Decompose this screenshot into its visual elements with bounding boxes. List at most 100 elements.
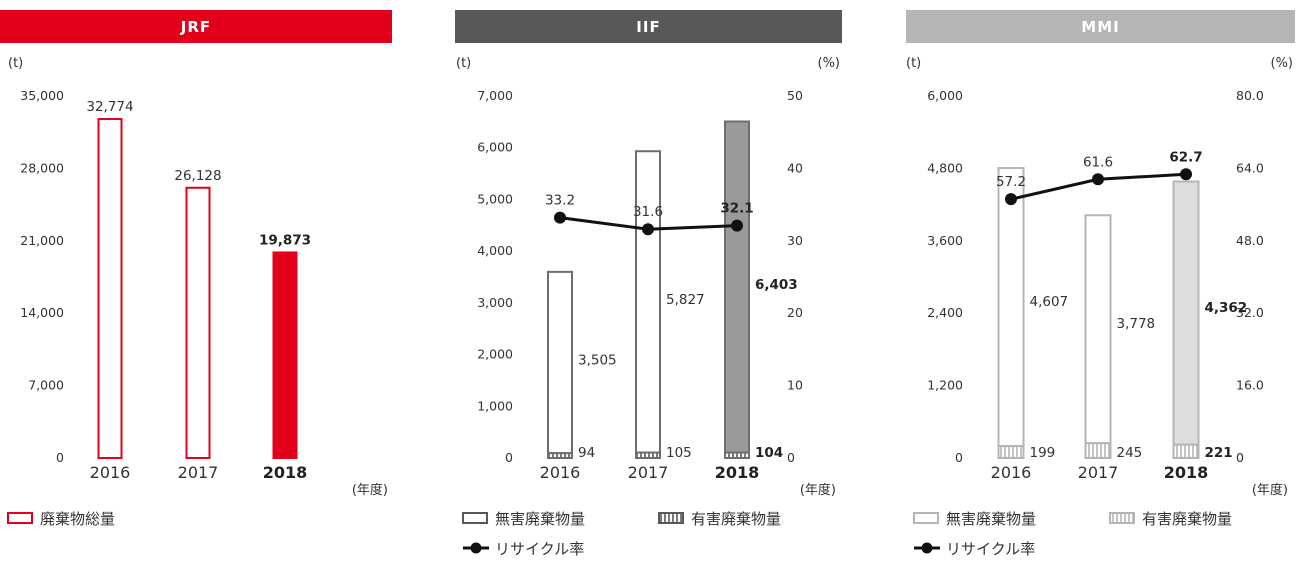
y-tick-label: 3,000 [477, 295, 513, 310]
recycle-rate-label: 61.6 [1083, 154, 1113, 170]
x-tick-label: 2018 [1164, 463, 1209, 482]
y-tick-label: 4,800 [927, 160, 963, 175]
bar-nonhazardous-2017 [635, 150, 661, 454]
legend-label: 無害廃棄物量 [495, 510, 585, 528]
recycle-rate-point [731, 219, 743, 232]
bar-nonhazardous-2018 [724, 120, 750, 454]
y2-tick-label: 50 [787, 88, 803, 103]
chart-title: MMI [1081, 18, 1119, 36]
bar-total-2018 [272, 251, 298, 459]
legend-swatch-box [913, 512, 939, 524]
recycle-rate-point [1180, 168, 1192, 181]
y2-tick-label: 80.0 [1236, 88, 1264, 103]
y2-tick-label: 64.0 [1236, 160, 1264, 175]
y2-tick-label: 40 [787, 160, 803, 175]
bar-nonhazardous-2016 [547, 270, 573, 455]
bar-total-2016 [97, 118, 123, 460]
y-tick-label: 0 [505, 450, 513, 465]
recycle-rate-point [1005, 193, 1017, 206]
y2-tick-label: 10 [787, 378, 803, 393]
legend-swatch-dot [921, 542, 933, 554]
y-tick-label: 0 [56, 450, 64, 465]
legend-label: リサイクル率 [946, 540, 1035, 558]
bar-hazardous-2017 [1084, 442, 1112, 459]
legend-swatch-box [7, 512, 33, 524]
data-label: 32,774 [86, 99, 133, 115]
bar-hazardous-2018 [1172, 443, 1200, 459]
chart-title: IIF [636, 18, 660, 36]
chart-panel-jrf: JRF (t) 0 7,000 14,000 21,000 28,000 35,000 2016… [0, 10, 392, 528]
y-tick-label: 1,200 [927, 378, 963, 393]
recycle-rate-point [642, 223, 654, 236]
legend-swatch-box [462, 512, 488, 524]
x-tick-label: 2017 [178, 463, 219, 482]
chart-title: JRF [180, 18, 211, 36]
y2-axis-unit: (%) [818, 56, 841, 71]
chart-panel-mmi: MMI (t) (%) 0 1,200 2,400 3,600 4,800 6,000 0 16.0… [906, 10, 1295, 558]
recycle-rate-label: 57.2 [996, 174, 1026, 190]
y-tick-label: 35,000 [20, 88, 64, 103]
x-axis-unit: (年度) [1252, 482, 1288, 498]
chart-panel-iif: IIF (t) (%) 0 1,000 2,000 3,000 4,000 5,000 6,000… [455, 10, 842, 558]
x-axis-unit: (年度) [800, 482, 836, 498]
legend-swatch-hatch [1109, 512, 1135, 524]
data-label-hazardous: 221 [1205, 445, 1233, 461]
y2-tick-label: 0 [787, 450, 795, 465]
bar-hazardous-2018 [724, 451, 750, 459]
y2-tick-label: 48.0 [1236, 233, 1264, 248]
data-label-hazardous: 104 [755, 445, 783, 461]
legend-label: 廃棄物総量 [40, 510, 115, 528]
data-label-hazardous: 245 [1117, 445, 1143, 461]
y2-tick-label: 16.0 [1236, 378, 1264, 393]
legend-swatch-dot [470, 542, 482, 554]
y2-tick-label: 20 [787, 305, 803, 320]
recycle-rate-label: 62.7 [1169, 149, 1202, 165]
data-label-hazardous: 199 [1030, 445, 1056, 461]
data-label: 19,873 [259, 232, 311, 248]
y-tick-label: 2,400 [927, 305, 963, 320]
data-label-hazardous: 94 [578, 445, 595, 461]
legend-swatch-hatch [658, 512, 684, 524]
y-tick-label: 2,000 [477, 347, 513, 362]
y-tick-label: 14,000 [20, 305, 64, 320]
y-tick-label: 7,000 [477, 88, 513, 103]
data-label-nonhazardous: 4,362 [1205, 300, 1248, 316]
recycle-rate-point [554, 211, 566, 224]
y-tick-label: 21,000 [20, 233, 64, 248]
bar-total-2017 [185, 186, 211, 459]
y-tick-label: 3,600 [927, 233, 963, 248]
bar-hazardous-2016 [547, 452, 573, 459]
y2-tick-label: 0 [1236, 450, 1244, 465]
chart-header-bar [906, 10, 1295, 43]
recycle-rate-label: 31.6 [633, 204, 663, 220]
x-tick-label: 2016 [540, 463, 581, 482]
bar-nonhazardous-2018 [1172, 180, 1200, 446]
x-tick-label: 2018 [715, 463, 760, 482]
recycle-rate-label: 33.2 [545, 193, 575, 209]
data-label: 26,128 [174, 168, 221, 184]
data-label-hazardous: 105 [666, 445, 692, 461]
y-axis-unit: (t) [906, 56, 921, 71]
y-tick-label: 1,000 [477, 398, 513, 413]
x-tick-label: 2017 [1078, 463, 1119, 482]
bar-nonhazardous-2017 [1084, 214, 1112, 445]
legend-label: 無害廃棄物量 [946, 510, 1036, 528]
y-tick-label: 28,000 [20, 160, 64, 175]
y2-tick-label: 30 [787, 233, 803, 248]
y-tick-label: 6,000 [927, 88, 963, 103]
data-label-nonhazardous: 4,607 [1030, 294, 1069, 310]
x-axis-unit: (年度) [352, 482, 388, 498]
legend-label: 有害廃棄物量 [1142, 510, 1232, 528]
recycle-rate-point [1092, 173, 1104, 186]
x-tick-label: 2016 [991, 463, 1032, 482]
x-tick-label: 2016 [90, 463, 131, 482]
chart-header-bar [455, 10, 842, 43]
recycle-rate-label: 32.1 [720, 201, 753, 217]
data-label-nonhazardous: 3,778 [1117, 316, 1156, 332]
data-label-nonhazardous: 3,505 [578, 353, 617, 369]
y-axis-unit: (t) [8, 56, 23, 71]
x-tick-label: 2018 [263, 463, 308, 482]
y-tick-label: 7,000 [28, 378, 64, 393]
y-axis-unit: (t) [456, 56, 471, 71]
legend-label: リサイクル率 [495, 540, 584, 558]
